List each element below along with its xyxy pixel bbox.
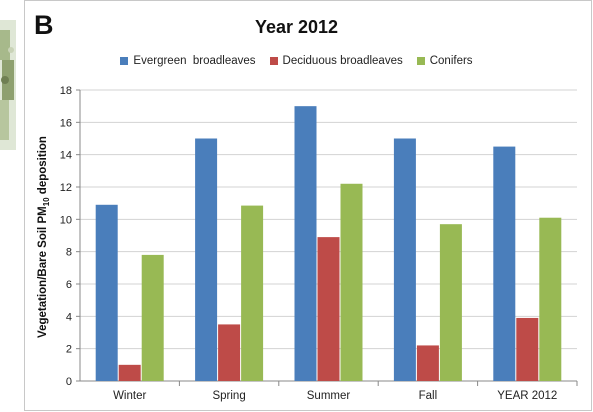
bar [241, 205, 264, 381]
bar [141, 254, 164, 381]
y-tick-label: 6 [66, 279, 72, 291]
panel-label: B [34, 10, 54, 40]
bar [340, 183, 363, 381]
chart-title: Year 2012 [254, 17, 339, 37]
bar [439, 224, 462, 381]
legend-item: Conifers [416, 55, 473, 67]
y-tick-label: 18 [60, 85, 72, 97]
y-axis-label-subscript: 10 [42, 197, 52, 207]
y-tick-label: 0 [66, 376, 72, 388]
legend-item: Evergreen broadleaves [120, 55, 256, 67]
y-axis-label-suffix: deposition [36, 136, 49, 198]
x-tick-label: YEAR 2012 [497, 390, 557, 402]
bar [516, 317, 539, 381]
y-tick-label: 4 [66, 311, 72, 323]
y-axis-label: Vegetation/Bare Soil PM10 deposition [37, 136, 51, 338]
bar [539, 217, 562, 381]
y-tick-label: 14 [60, 150, 72, 162]
bar [416, 345, 439, 381]
legend-item: Deciduous broadleaves [269, 55, 403, 67]
legend-swatch [416, 57, 425, 65]
bar [393, 138, 416, 381]
y-tick-label: 8 [66, 247, 72, 259]
y-tick-label: 12 [60, 182, 72, 194]
bar [118, 364, 141, 381]
bar [218, 324, 241, 381]
y-tick-label: 16 [60, 117, 72, 129]
chart-legend: Evergreen broadleaves Deciduous broadleav… [0, 55, 593, 67]
bar [294, 106, 317, 382]
x-tick-label: Summer [307, 390, 351, 402]
x-tick-label: Winter [113, 390, 146, 402]
y-axis-label-main: Vegetation/Bare Soil PM [36, 206, 49, 338]
photo-strip-image [0, 20, 16, 150]
bar [195, 138, 218, 381]
x-tick-label: Spring [212, 390, 245, 402]
y-tick-label: 10 [60, 214, 72, 226]
legend-swatch [120, 57, 129, 65]
legend-label: Conifers [429, 55, 473, 67]
x-tick-label: Fall [419, 390, 438, 402]
y-tick-label: 2 [66, 344, 72, 356]
bar [493, 146, 516, 381]
bar [95, 204, 118, 381]
legend-swatch [269, 57, 278, 65]
legend-label: Evergreen broadleaves [133, 55, 256, 67]
legend-label: Deciduous broadleaves [282, 55, 403, 67]
bar [317, 237, 340, 381]
